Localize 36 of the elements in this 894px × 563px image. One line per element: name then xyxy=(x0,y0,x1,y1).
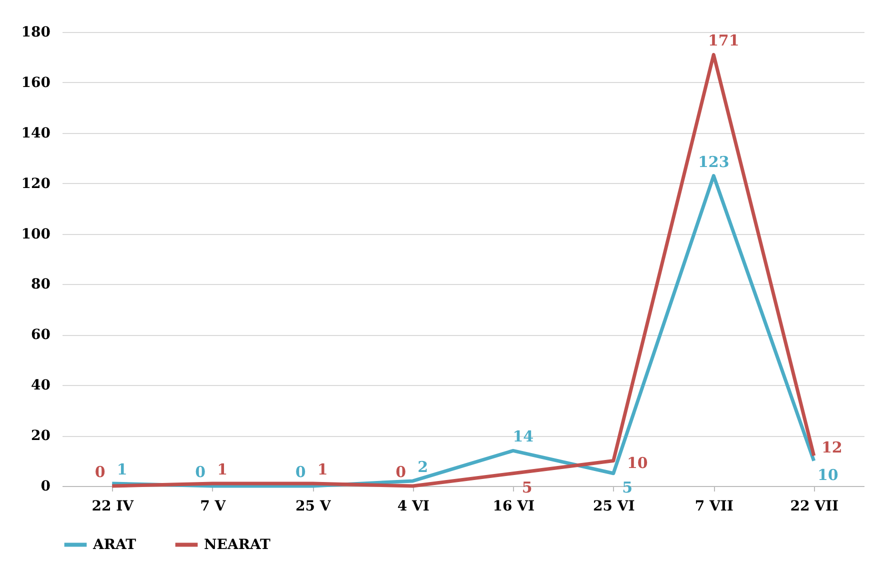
data-label: 10 xyxy=(817,466,838,484)
data-label: 2 xyxy=(418,458,428,476)
x-tick-label: 7 VII xyxy=(694,498,734,514)
x-tick-label: 7 V xyxy=(200,498,227,514)
y-tick-label: 100 xyxy=(21,226,51,242)
y-tick-label: 60 xyxy=(31,327,51,344)
y-tick-label: 20 xyxy=(31,428,51,444)
data-label: 5 xyxy=(522,478,532,496)
y-tick-label: 0 xyxy=(40,478,51,494)
y-tick-label: 40 xyxy=(31,378,51,394)
x-tick-label: 16 VI xyxy=(492,498,535,514)
legend-label: ARAT xyxy=(92,536,137,553)
data-label: 0 xyxy=(195,463,206,481)
data-label: 5 xyxy=(622,478,633,496)
y-tick-label: 80 xyxy=(31,276,51,293)
y-tick-label: 160 xyxy=(21,74,51,91)
data-label: 0 xyxy=(396,463,406,481)
y-tick-label: 140 xyxy=(21,125,51,142)
x-tick-label: 25 V xyxy=(296,498,332,514)
legend-label: NEARAT xyxy=(204,536,272,553)
data-label: 14 xyxy=(512,428,534,446)
x-tick-label: 4 VI xyxy=(397,498,430,514)
data-label: 1 xyxy=(317,460,328,478)
data-label: 10 xyxy=(626,454,648,472)
data-label: 0 xyxy=(295,463,306,481)
x-tick-label: 22 VII xyxy=(790,498,839,514)
x-tick-label: 22 IV xyxy=(92,498,135,514)
data-label: 171 xyxy=(708,32,740,50)
data-label: 1 xyxy=(217,460,228,478)
data-label: 0 xyxy=(94,463,106,481)
y-tick-label: 120 xyxy=(21,176,51,192)
data-label: 12 xyxy=(821,438,842,457)
x-tick-label: 25 VI xyxy=(592,498,635,514)
data-label: 123 xyxy=(698,152,730,171)
data-label: 1 xyxy=(116,460,128,478)
y-tick-label: 180 xyxy=(21,24,51,40)
